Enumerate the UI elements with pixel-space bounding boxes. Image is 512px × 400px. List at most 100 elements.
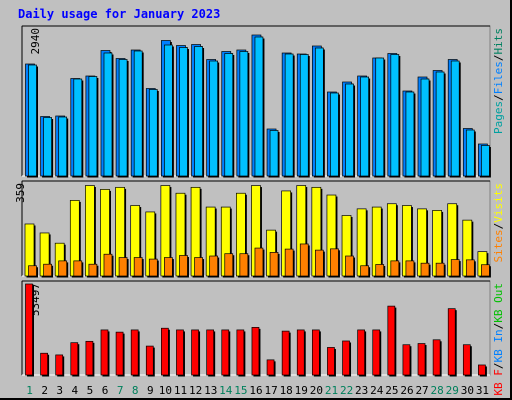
bar-kbytes [237, 330, 244, 375]
bar-sites [119, 258, 127, 276]
x-tick-label: 4 [72, 384, 79, 397]
bar-sites [451, 260, 459, 276]
bar-files [74, 79, 82, 176]
x-tick-label: 6 [102, 384, 109, 397]
legend-kbytes: KB F/KB In/KB Out [492, 283, 505, 396]
bar-files [391, 55, 399, 177]
bar-kbytes [116, 332, 123, 375]
bar-kbytes [433, 340, 440, 375]
x-tick-label: 12 [189, 384, 202, 397]
x-tick-label: 13 [204, 384, 217, 397]
bar-kbytes [312, 330, 319, 375]
bar-files [104, 53, 112, 176]
bar-files [481, 146, 489, 177]
bar-sites [300, 244, 308, 276]
bar-files [29, 65, 37, 176]
bar-files [436, 72, 444, 176]
bar-sites [376, 264, 384, 276]
x-tick-label: 19 [295, 384, 308, 397]
bar-kbytes [41, 353, 48, 375]
legend-separator: / [492, 94, 505, 101]
bar-sites [255, 248, 263, 276]
x-tick-label: 21 [325, 384, 338, 397]
x-tick-label: 1 [26, 384, 33, 397]
bar-sites [406, 261, 414, 276]
x-tick-label: 3 [56, 384, 63, 397]
x-tick-label: 27 [415, 384, 428, 397]
legend-entry: KB Out [492, 283, 505, 323]
bar-sites [29, 266, 37, 276]
bar-kbytes [358, 330, 365, 375]
bar-sites [436, 263, 444, 276]
legend-visits-sites: Sites/Visits [492, 183, 505, 263]
legend-entry: Files [492, 61, 505, 94]
legend-entry: Pages [492, 101, 505, 134]
bar-kbytes [463, 345, 470, 375]
bar-kbytes [403, 345, 410, 375]
bar-kbytes [373, 330, 380, 375]
bar-files [89, 77, 97, 177]
bar-files [361, 77, 369, 176]
bar-files [270, 131, 278, 177]
x-tick-label: 29 [446, 384, 459, 397]
bar-sites [59, 261, 67, 276]
bar-files [164, 45, 172, 176]
bar-sites [44, 264, 52, 276]
bar-kbytes [267, 360, 274, 375]
bar-kbytes [192, 330, 199, 375]
legend-entry: Visits [492, 183, 505, 223]
bar-kbytes [478, 365, 485, 375]
bar-files [149, 90, 157, 177]
bar-sites [210, 256, 218, 276]
x-tick-label: 23 [355, 384, 368, 397]
x-tick-label: 2 [41, 384, 48, 397]
x-tick-label: 10 [159, 384, 172, 397]
bar-kbytes [26, 284, 33, 375]
bar-files [59, 117, 67, 176]
bar-kbytes [282, 331, 289, 375]
x-tick-label: 14 [219, 384, 233, 397]
bar-files [406, 92, 414, 176]
x-tick-label: 8 [132, 384, 139, 397]
bar-files [240, 52, 248, 177]
bar-files [451, 61, 459, 176]
bar-files [210, 61, 218, 176]
bar-sites [89, 264, 97, 276]
bar-sites [330, 249, 338, 276]
bar-sites [421, 263, 429, 276]
bar-sites [134, 258, 142, 276]
bar-files [255, 37, 263, 176]
y-max-label: 359 [14, 183, 27, 203]
bar-kbytes [388, 306, 395, 375]
bar-sites [225, 254, 233, 276]
bar-files [466, 130, 474, 176]
bar-files [376, 58, 384, 176]
bar-kbytes [161, 328, 168, 375]
bar-kbytes [101, 330, 108, 375]
x-tick-label: 5 [87, 384, 94, 397]
x-tick-label: 20 [310, 384, 323, 397]
bar-files [330, 93, 338, 176]
bar-files [134, 51, 142, 176]
bar-kbytes [327, 347, 334, 375]
bar-visits [85, 186, 94, 276]
bar-files [300, 55, 308, 177]
legend-separator: / [492, 323, 505, 330]
x-tick-label: 24 [370, 384, 384, 397]
panel-visits-sites: 359 Sites/Visits [14, 181, 505, 278]
bar-files [195, 47, 203, 177]
bar-kbytes [146, 346, 153, 375]
bar-files [346, 84, 354, 176]
bar-sites [315, 250, 323, 276]
bar-kbytes [86, 341, 93, 375]
bar-kbytes [176, 330, 183, 375]
x-tick-label: 22 [340, 384, 353, 397]
bar-sites [481, 265, 489, 276]
bar-files [44, 118, 52, 177]
bar-kbytes [56, 355, 63, 375]
y-max-label: 2940 [29, 28, 42, 55]
bar-kbytes [222, 330, 229, 375]
